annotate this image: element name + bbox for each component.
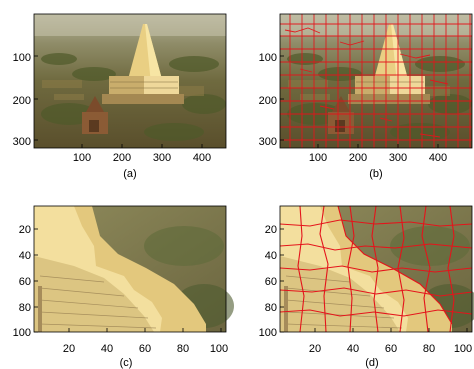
panel-b-image — [279, 13, 473, 149]
panel-c-ytick: 40 — [19, 250, 31, 262]
panel-d-ytick: 60 — [265, 276, 277, 288]
panel-d-caption: (d) — [365, 357, 378, 369]
panel-a-image — [33, 13, 227, 149]
panel-d-xtick: 20 — [309, 343, 321, 355]
panel-a-ytick: 200 — [13, 95, 31, 107]
panel-a-caption: (a) — [123, 168, 136, 180]
panel-d-ytick: 40 — [265, 250, 277, 262]
panel-b-caption: (b) — [369, 168, 382, 180]
panel-d-ytick: 100 — [259, 327, 277, 339]
panel-c-xtick: 60 — [139, 343, 151, 355]
panel-d-xtick: 80 — [423, 343, 435, 355]
panel-a-ticks — [34, 55, 203, 148]
panel-d-xtick: 40 — [347, 343, 359, 355]
panel-a — [33, 13, 227, 149]
panel-c-ytick: 60 — [19, 276, 31, 288]
panel-d-ytick: 80 — [265, 302, 277, 314]
panel-b-xtick: 400 — [429, 152, 447, 164]
panel-a-xtick: 100 — [73, 152, 91, 164]
panel-b — [279, 13, 473, 149]
panel-c-ytick: 80 — [19, 302, 31, 314]
panel-c-image — [33, 205, 235, 333]
panel-b-xtick: 100 — [309, 152, 327, 164]
panel-b-xtick: 300 — [389, 152, 407, 164]
panel-c-xtick: 100 — [210, 343, 228, 355]
panel-a-xtick: 200 — [113, 152, 131, 164]
panel-a-xtick: 300 — [153, 152, 171, 164]
panel-a-xtick: 400 — [193, 152, 211, 164]
panel-b-xtick: 200 — [349, 152, 367, 164]
panel-c-ytick: 100 — [13, 327, 31, 339]
panel-a-ytick: 300 — [13, 136, 31, 148]
panel-c-xtick: 40 — [101, 343, 113, 355]
panel-d-xtick: 100 — [454, 343, 472, 355]
panel-d — [279, 205, 474, 333]
panel-c-caption: (c) — [120, 357, 133, 369]
panel-d-ytick: 20 — [265, 224, 277, 236]
panel-c-xtick: 20 — [63, 343, 75, 355]
panel-b-ytick: 100 — [259, 52, 277, 64]
panel-b-ytick: 300 — [259, 136, 277, 148]
panel-a-ytick: 100 — [13, 52, 31, 64]
panel-c-xtick: 80 — [177, 343, 189, 355]
panel-d-xtick: 60 — [385, 343, 397, 355]
panel-c-ytick: 20 — [19, 224, 31, 236]
panel-c — [33, 205, 235, 333]
panel-b-ytick: 200 — [259, 95, 277, 107]
